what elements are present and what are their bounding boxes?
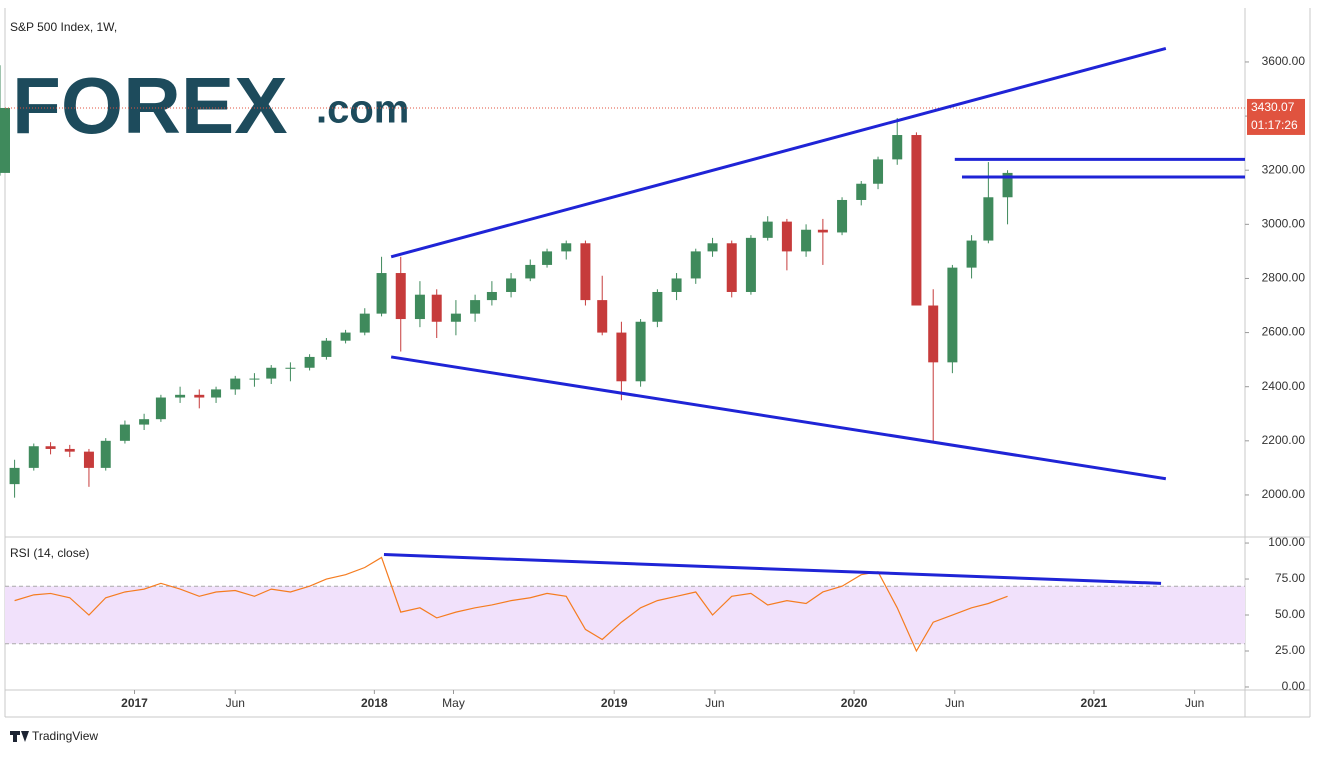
y-tick-label: 100.00 bbox=[1268, 535, 1305, 549]
candle-body bbox=[486, 291, 497, 301]
x-tick-label: 2017 bbox=[121, 696, 148, 710]
candle-body bbox=[856, 183, 867, 200]
candle-body bbox=[580, 243, 591, 301]
candle-body bbox=[873, 159, 884, 184]
trend-line bbox=[383, 553, 1162, 585]
candle-body bbox=[0, 107, 10, 173]
candle-body bbox=[395, 273, 406, 320]
candle-body bbox=[470, 300, 481, 314]
candle-body bbox=[707, 243, 718, 252]
candle-body bbox=[745, 237, 756, 292]
y-tick-label: 25.00 bbox=[1275, 643, 1305, 657]
candle-body bbox=[376, 273, 387, 314]
candle-body bbox=[304, 356, 315, 368]
candle-body bbox=[652, 291, 663, 322]
candle-body bbox=[359, 313, 370, 333]
candle-body bbox=[119, 424, 130, 441]
candle-body bbox=[64, 448, 75, 452]
x-tick-label: Jun bbox=[945, 696, 964, 710]
candle-body bbox=[966, 240, 977, 268]
candle-body bbox=[947, 267, 958, 363]
candle-body bbox=[194, 394, 205, 398]
candle-body bbox=[542, 251, 553, 265]
candle-body bbox=[597, 300, 608, 333]
logo-suffix: .com bbox=[316, 88, 409, 132]
x-tick-label: 2018 bbox=[361, 696, 388, 710]
footer-icon bbox=[10, 731, 29, 742]
logo: FOREX bbox=[12, 61, 288, 150]
candle-body bbox=[671, 278, 682, 292]
y-tick-label: 2200.00 bbox=[1262, 433, 1306, 447]
rsi-title: RSI (14, close) bbox=[10, 546, 89, 560]
y-tick-label: 3200.00 bbox=[1262, 162, 1306, 176]
candle-body bbox=[690, 251, 701, 279]
y-tick-label: 3000.00 bbox=[1262, 217, 1306, 231]
candle-body bbox=[801, 229, 812, 252]
candle-body bbox=[911, 135, 922, 306]
x-tick-label: Jun bbox=[1185, 696, 1204, 710]
x-tick-label: Jun bbox=[705, 696, 724, 710]
candle-body bbox=[928, 305, 939, 363]
y-tick-label: 2600.00 bbox=[1262, 325, 1306, 339]
candle-body bbox=[892, 135, 903, 160]
last-price-label: 3430.07 bbox=[1251, 100, 1295, 114]
candle-body bbox=[155, 397, 166, 420]
candle-body bbox=[726, 243, 737, 292]
candle-body bbox=[414, 294, 425, 320]
candle-body bbox=[762, 221, 773, 238]
candle-body bbox=[249, 378, 260, 380]
candle-body bbox=[45, 446, 56, 449]
candle-body bbox=[983, 197, 994, 241]
candle-body bbox=[525, 264, 536, 279]
candle-body bbox=[211, 389, 222, 398]
trend-line bbox=[390, 355, 1167, 481]
trend-line bbox=[390, 46, 1167, 259]
x-tick-label: May bbox=[442, 696, 465, 710]
y-tick-label: 2000.00 bbox=[1262, 487, 1306, 501]
footer: TradingView bbox=[32, 729, 98, 743]
candle-body bbox=[635, 321, 646, 382]
y-tick-label: 50.00 bbox=[1275, 607, 1305, 621]
x-tick-label: Jun bbox=[226, 696, 245, 710]
candle-body bbox=[28, 446, 39, 468]
candle-body bbox=[506, 278, 517, 292]
candle-body bbox=[100, 440, 111, 468]
candle-body bbox=[616, 332, 627, 382]
chart-title: S&P 500 Index, 1W, bbox=[10, 20, 117, 34]
x-tick-label: 2019 bbox=[601, 696, 628, 710]
y-tick-label: 2800.00 bbox=[1262, 271, 1306, 285]
candle-body bbox=[561, 243, 572, 252]
y-tick-label: 75.00 bbox=[1275, 571, 1305, 585]
candle-body bbox=[1002, 172, 1013, 198]
candle-body bbox=[450, 313, 461, 322]
x-tick-label: 2020 bbox=[841, 696, 868, 710]
rsi-line bbox=[14, 556, 1008, 653]
candle-body bbox=[781, 221, 792, 252]
x-tick-label: 2021 bbox=[1081, 696, 1108, 710]
y-tick-label: 2400.00 bbox=[1262, 379, 1306, 393]
candle-body bbox=[285, 367, 296, 369]
candle-body bbox=[817, 229, 828, 233]
last-price-box bbox=[1247, 98, 1305, 135]
candle-body bbox=[266, 367, 277, 379]
candle-body bbox=[340, 332, 351, 341]
candle-body bbox=[175, 394, 186, 398]
candle-body bbox=[431, 294, 442, 322]
candle-body bbox=[321, 340, 332, 357]
y-tick-label: 0.00 bbox=[1282, 679, 1306, 693]
y-tick-label: 3600.00 bbox=[1262, 54, 1306, 68]
candle-body bbox=[230, 378, 241, 390]
rsi-band bbox=[5, 586, 1245, 644]
candle-body bbox=[9, 467, 20, 485]
countdown-label: 01:17:26 bbox=[1251, 118, 1298, 132]
candle-body bbox=[837, 199, 848, 233]
candle-body bbox=[139, 419, 150, 425]
candle-body bbox=[83, 451, 94, 468]
